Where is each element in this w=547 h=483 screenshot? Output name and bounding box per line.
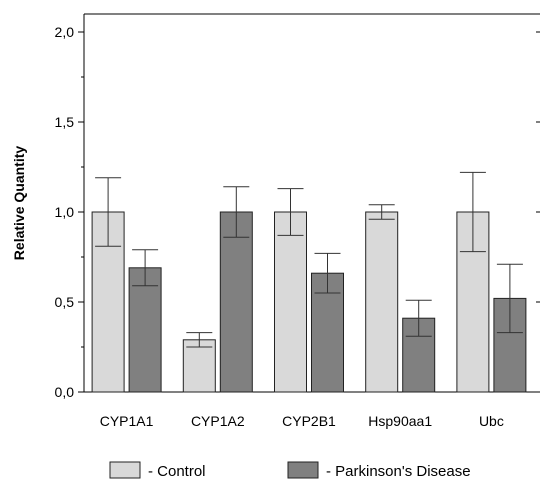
error-bars: [95, 171, 523, 348]
y-tick-label: 0,5: [55, 294, 75, 310]
x-tick-label-cyp2b1: CYP2B1: [282, 413, 336, 429]
bar-control-cyp1a2: [182, 339, 216, 393]
x-tick-label-ubc: Ubc: [479, 413, 504, 429]
y-tick-label: 2,0: [55, 24, 75, 40]
y-tick-label: 0,0: [55, 384, 75, 400]
bars: [91, 211, 527, 393]
legend-swatch-parkinsons: [287, 461, 319, 479]
legend: - Control - Parkinson's Disease: [109, 461, 471, 480]
x-tick-label-cyp1a2: CYP1A2: [191, 413, 245, 429]
bar-control-hsp90aa1: [365, 211, 399, 393]
y-tick-label: 1,0: [55, 204, 75, 220]
legend-label-control: - Control: [148, 463, 206, 480]
x-tick-label-cyp1a1: CYP1A1: [100, 413, 154, 429]
tick-labels: 0,0 0,5 1,0 1,5 2,0 CYP1A1 CYP1A2 CYP2B1 Hsp90aa…: [55, 24, 504, 429]
legend-label-parkinsons: - Parkinson's Disease: [326, 463, 471, 480]
y-axis-label: Relative Quantity: [11, 146, 27, 261]
bar-parkinsons-cyp1a1: [128, 267, 162, 393]
bar-control-cyp2b1: [274, 211, 307, 393]
bar-parkinsons-cyp1a2: [219, 211, 253, 393]
x-tick-label-hsp90aa1: Hsp90aa1: [368, 413, 432, 429]
y-tick-label: 1,5: [55, 114, 75, 130]
legend-swatch-control: [109, 461, 141, 479]
